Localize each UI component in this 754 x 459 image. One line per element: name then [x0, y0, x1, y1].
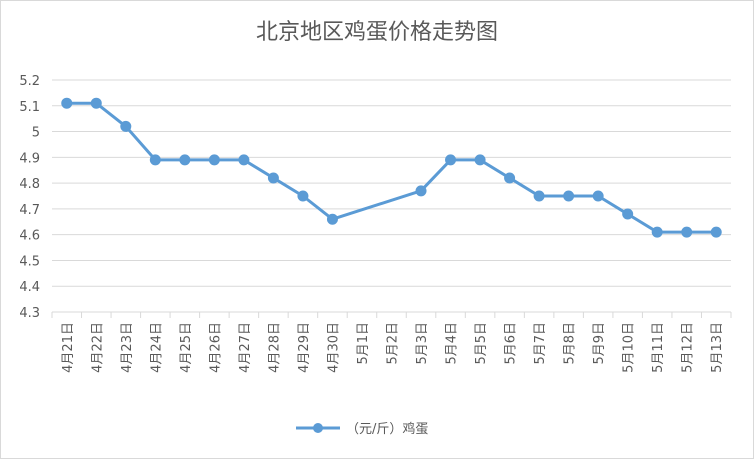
x-tick-label: 4月25日: [179, 322, 194, 373]
y-tick-label: 5: [32, 126, 40, 141]
data-point: [504, 172, 516, 184]
data-point: [179, 154, 191, 166]
data-point: [474, 154, 486, 166]
x-tick-label: 4月24日: [149, 322, 164, 373]
x-axis-ticks: 4月21日 4月22日 4月23日 4月24日 4月25日 4月26日 4月27日 4月28日…: [51, 312, 732, 373]
data-point: [61, 97, 73, 109]
data-point: [445, 154, 457, 166]
x-tick-label: 4月28日: [267, 322, 282, 373]
data-point: [533, 190, 545, 202]
x-tick-label: 5月7日: [533, 322, 548, 365]
y-tick-label: 4.7: [19, 203, 40, 218]
data-point: [592, 190, 604, 202]
x-tick-label: 5月4日: [445, 322, 460, 365]
data-point: [149, 154, 161, 166]
y-tick-label: 4.6: [19, 229, 40, 244]
series-line: [66, 101, 717, 234]
data-point: [297, 190, 309, 202]
data-point: [120, 120, 132, 132]
legend-label: （元/斤）鸡蛋: [346, 421, 428, 437]
x-tick-label: 4月27日: [238, 322, 253, 373]
data-point: [563, 190, 575, 202]
data-point: [326, 213, 338, 225]
data-point: [238, 154, 250, 166]
x-tick-label: 5月2日: [386, 322, 401, 365]
x-tick-label: 5月5日: [474, 322, 489, 365]
x-tick-label: 4月26日: [208, 322, 223, 373]
x-tick-label: 5月9日: [592, 322, 607, 365]
y-tick-label: 4.4: [19, 280, 40, 295]
x-tick-label: 5月10日: [622, 322, 637, 373]
data-point: [710, 226, 722, 238]
x-tick-label: 5月12日: [681, 322, 696, 373]
y-tick-label: 4.8: [19, 177, 40, 192]
data-point: [622, 208, 634, 220]
x-tick-label: 4月22日: [90, 322, 105, 373]
data-point: [681, 226, 693, 238]
legend: （元/斤）鸡蛋: [296, 421, 428, 437]
y-tick-label: 5.1: [19, 100, 40, 115]
legend-marker: [313, 423, 323, 433]
y-axis-ticks: 4.3 4.4 4.5 4.6 4.7 4.8 4.9 5 5.1 5.2: [19, 74, 40, 321]
data-point: [415, 185, 427, 197]
x-tick-label: 5月1日: [356, 322, 371, 365]
x-tick-label: 5月6日: [504, 322, 519, 365]
data-point: [208, 154, 220, 166]
y-tick-label: 5.2: [19, 74, 40, 89]
data-point: [651, 226, 663, 238]
x-tick-label: 4月29日: [297, 322, 312, 373]
x-tick-label: 4月30日: [326, 322, 341, 373]
data-point: [90, 97, 102, 109]
chart-title: 北京地区鸡蛋价格走势图: [255, 20, 498, 45]
x-tick-label: 5月11日: [651, 322, 666, 373]
x-tick-label: 5月13日: [710, 322, 725, 373]
x-tick-label: 5月8日: [563, 322, 578, 365]
y-tick-label: 4.5: [19, 254, 40, 269]
gridlines: [52, 79, 731, 313]
x-tick-label: 5月3日: [415, 322, 430, 365]
x-tick-label: 4月23日: [120, 322, 135, 373]
x-tick-label: 4月21日: [61, 322, 76, 373]
y-tick-label: 4.9: [19, 151, 40, 166]
y-tick-label: 4.3: [19, 306, 40, 321]
data-point: [267, 172, 279, 184]
series-layer: [61, 97, 722, 238]
